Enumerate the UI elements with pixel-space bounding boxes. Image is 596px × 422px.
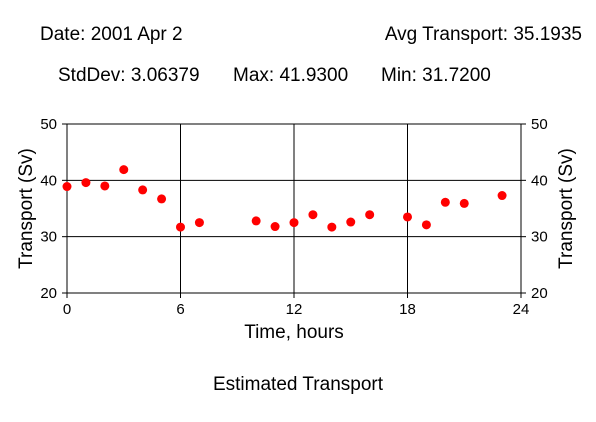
y-tick-label-right: 30 (531, 229, 548, 246)
data-point (62, 182, 72, 192)
data-point (270, 222, 280, 232)
x-tick-label: 6 (176, 301, 184, 318)
data-point (308, 210, 318, 220)
chart-caption: Estimated Transport (212, 374, 384, 395)
stddev-label: StdDev: 3.06379 (58, 65, 200, 86)
x-tick-label: 12 (286, 301, 303, 318)
data-points (62, 165, 507, 232)
data-point (251, 216, 261, 226)
data-point (346, 217, 356, 227)
x-tick-label: 0 (63, 301, 71, 318)
x-tick-label: 18 (399, 301, 416, 318)
data-point (459, 198, 469, 208)
y-tick-label-left: 50 (40, 116, 57, 133)
data-point (157, 194, 167, 204)
y-tick-label-left: 30 (40, 229, 57, 246)
axis-ticks (62, 123, 526, 298)
y-tick-label-right: 50 (531, 116, 548, 133)
data-point (119, 165, 129, 175)
date-label: Date: 2001 Apr 2 (40, 24, 183, 45)
max-label: Max: 41.9300 (233, 65, 349, 86)
x-tick-label: 24 (513, 301, 530, 318)
y-tick-label-right: 20 (531, 285, 548, 302)
grid-lines (67, 124, 521, 293)
y-tick-label-left: 40 (40, 172, 57, 189)
y-tick-label-right: 40 (531, 172, 548, 189)
avg-transport-label: Avg Transport: 35.1935 (384, 24, 582, 45)
data-point (497, 191, 507, 201)
y-axis-title-right: Transport (Sv) (556, 148, 577, 269)
y-axis-title-left: Transport (Sv) (16, 148, 37, 269)
x-axis-title: Time, hours (244, 322, 344, 343)
data-point (100, 181, 110, 191)
data-point (403, 212, 412, 222)
data-point (138, 185, 148, 195)
data-point (176, 222, 185, 232)
data-point (365, 210, 375, 220)
data-point (440, 197, 450, 207)
data-point (327, 222, 337, 232)
min-label: Min: 31.7200 (381, 65, 491, 86)
data-point (81, 178, 91, 188)
data-point (194, 218, 204, 228)
data-point (289, 218, 299, 228)
data-point (421, 220, 431, 230)
y-tick-label-left: 20 (40, 285, 57, 302)
